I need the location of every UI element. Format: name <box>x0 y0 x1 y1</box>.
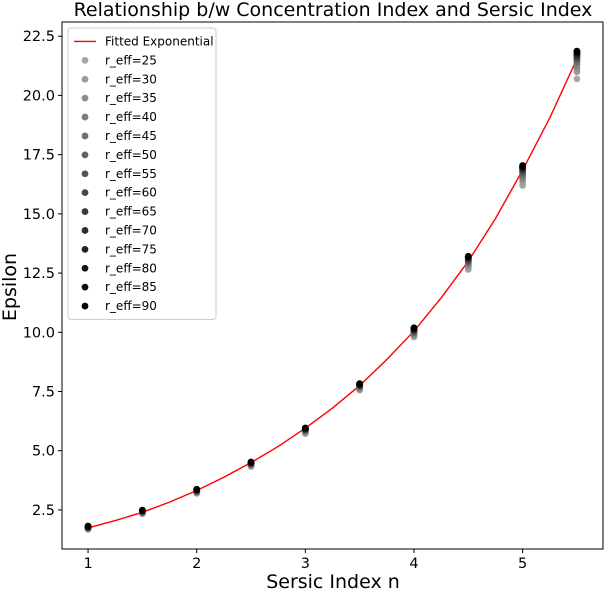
legend-marker <box>81 189 89 197</box>
y-tick-label: 12.5 <box>23 266 55 282</box>
legend-marker <box>81 75 89 83</box>
plot-frame <box>61 21 604 550</box>
legend-label: r_eff=75 <box>105 242 157 256</box>
legend-label: r_eff=70 <box>105 223 157 237</box>
legend-label: r_eff=30 <box>105 72 157 86</box>
legend: Fitted Exponential r_eff=25 r_eff=30 r_eff=… <box>67 27 217 320</box>
data-point <box>84 522 92 530</box>
legend-marker <box>81 227 89 234</box>
axes: 1 2 3 4 5 2.5 5.0 7.5 10.0 12.5 15.0 17.5 20.0 22.5 <box>23 21 604 572</box>
legend-marker <box>81 208 89 215</box>
legend-marker <box>81 94 89 102</box>
data-point <box>573 47 581 55</box>
data-point <box>573 75 581 83</box>
legend-marker <box>81 132 89 140</box>
legend-label: r_eff=35 <box>105 91 157 105</box>
scatter-points <box>84 47 581 533</box>
legend-marker <box>81 302 89 310</box>
legend-label: r_eff=45 <box>105 129 157 143</box>
legend-marker <box>81 151 89 159</box>
legend-marker <box>81 56 89 64</box>
x-tick-label: 3 <box>301 556 310 572</box>
data-point <box>410 324 418 332</box>
data-point <box>464 252 472 260</box>
legend-label: r_eff=65 <box>105 205 157 219</box>
fit-line-layer <box>87 58 578 529</box>
legend-label: r_eff=60 <box>105 186 157 200</box>
legend-label: Fitted Exponential <box>105 34 214 48</box>
legend-marker <box>81 113 89 121</box>
legend-label: r_eff=85 <box>105 280 157 294</box>
x-tick-label: 5 <box>518 556 527 572</box>
legend-label: r_eff=55 <box>105 167 157 181</box>
y-tick-label: 7.5 <box>32 384 55 400</box>
legend-label: r_eff=90 <box>105 299 157 313</box>
legend-label: r_eff=80 <box>105 261 157 275</box>
data-point <box>519 162 527 169</box>
y-tick-label: 2.5 <box>32 503 55 519</box>
fit-line <box>87 58 578 529</box>
y-tick-label: 22.5 <box>23 29 55 45</box>
y-axis-label: Epsilon <box>0 253 21 321</box>
legend-box <box>67 27 217 320</box>
legend-marker <box>81 264 89 272</box>
data-point <box>247 458 255 466</box>
y-tick-label: 17.5 <box>23 148 55 164</box>
legend-label: r_eff=25 <box>105 53 157 67</box>
legend-marker <box>81 170 89 178</box>
legend-marker <box>81 283 89 291</box>
x-tick-label: 2 <box>192 556 201 572</box>
x-tick-label: 4 <box>409 556 418 572</box>
chart-title: Relationship b/w Concentration Index and… <box>74 0 593 21</box>
legend-marker <box>81 245 89 253</box>
y-tick-label: 5.0 <box>32 444 55 460</box>
x-axis-label: Sersic Index n <box>266 571 400 593</box>
legend-label: r_eff=50 <box>105 148 157 162</box>
data-point <box>138 506 146 514</box>
y-tick-label: 20.0 <box>23 88 55 104</box>
x-tick-label: 1 <box>83 556 92 572</box>
data-point <box>193 485 201 493</box>
data-point <box>301 424 309 432</box>
legend-label: r_eff=40 <box>105 110 157 124</box>
y-tick-label: 15.0 <box>23 207 55 223</box>
y-tick-label: 10.0 <box>23 325 55 341</box>
data-point <box>356 380 364 388</box>
